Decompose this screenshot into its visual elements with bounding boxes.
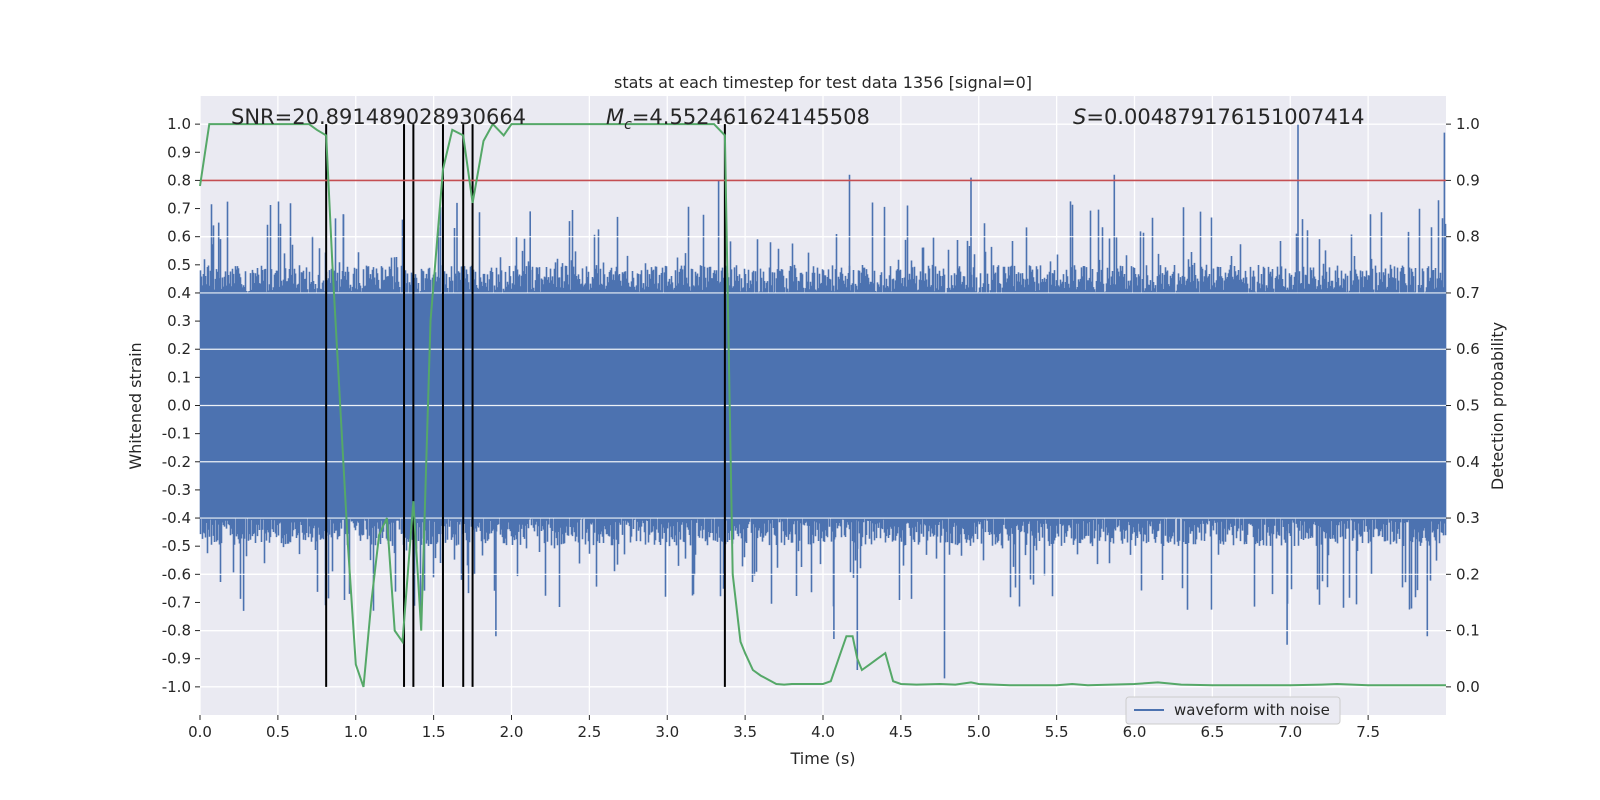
left-y-tick-label: -1.0 — [162, 678, 191, 696]
legend-box — [1125, 696, 1341, 725]
x-tick-label: 2.5 — [577, 723, 601, 741]
legend-label: waveform with noise — [1174, 701, 1330, 719]
left-y-tick-label: 0.0 — [167, 397, 191, 415]
left-y-tick-label: -0.3 — [162, 481, 191, 499]
left-y-tick-label: -0.9 — [162, 650, 191, 668]
x-tick-label: 0.5 — [266, 723, 290, 741]
x-tick-label: 5.5 — [1045, 723, 1069, 741]
x-tick-label: 6.5 — [1200, 723, 1224, 741]
x-tick-label: 4.0 — [811, 723, 835, 741]
left-y-tick-label: 0.3 — [167, 312, 191, 330]
left-y-tick-label: -0.7 — [162, 593, 191, 611]
left-y-tick-label: 0.2 — [167, 340, 191, 358]
right-y-tick-label: 0.4 — [1456, 453, 1480, 471]
chirp-mass-subscript: c — [624, 117, 632, 133]
x-tick-label: 1.5 — [422, 723, 446, 741]
left-y-tick-labels: 1.0 0.9 0.8 0.7 0.6 0.5 0.4 0.3 0.2 0.1 0.0 -0.1 -0.… — [162, 115, 200, 696]
right-y-tick-label: 0.1 — [1456, 622, 1480, 640]
x-tick-label: 3.5 — [733, 723, 757, 741]
chirp-mass-symbol: M — [606, 105, 624, 129]
s-annotation: S=0.004879176151007414 — [1073, 105, 1364, 129]
left-y-tick-label: -0.4 — [162, 509, 191, 527]
left-y-tick-label: -0.6 — [162, 565, 191, 583]
left-y-tick-label: 0.9 — [167, 143, 191, 161]
x-tick-label: 7.5 — [1356, 723, 1380, 741]
left-y-axis-label: Whitened strain — [126, 342, 145, 469]
x-tick-label: 3.0 — [655, 723, 679, 741]
chirp-mass-annotation: Mc=4.552461624145508 — [606, 105, 870, 133]
right-y-tick-label: 0.9 — [1456, 171, 1480, 189]
legend: waveform with noise — [1125, 696, 1341, 725]
x-axis-label: Time (s) — [789, 749, 855, 768]
right-y-tick-label: 0.0 — [1456, 678, 1480, 696]
x-tick-label: 6.0 — [1123, 723, 1147, 741]
x-tick-label: 0.0 — [188, 723, 212, 741]
chirp-mass-value: =4.552461624145508 — [632, 105, 870, 129]
right-y-tick-label: 0.8 — [1456, 228, 1480, 246]
left-y-tick-label: 0.4 — [167, 284, 191, 302]
right-y-tick-label: 0.6 — [1456, 340, 1480, 358]
detection-probability-line — [199, 122, 1446, 688]
x-tick-label: 5.0 — [967, 723, 991, 741]
x-tick-labels: 0.0 0.5 1.0 1.5 2.0 2.5 3.0 3.5 4.0 4.5 5.0 5.5 6.0 6… — [188, 715, 1380, 741]
left-y-tick-label: 0.6 — [167, 228, 191, 246]
vertical-markers — [325, 124, 726, 687]
waveform-bars — [199, 200, 1447, 611]
left-y-tick-label: 1.0 — [167, 115, 191, 133]
right-y-tick-label: 0.7 — [1456, 284, 1480, 302]
snr-annotation: SNR=20.891489028930664 — [231, 105, 526, 129]
left-y-tick-label: -0.5 — [162, 537, 191, 555]
x-tick-label: 1.0 — [344, 723, 368, 741]
left-y-tick-label: -0.8 — [162, 622, 191, 640]
s-symbol: S — [1073, 105, 1086, 129]
waveform-spikes — [217, 124, 1446, 679]
chart-title: stats at each timestep for test data 135… — [614, 73, 1032, 92]
right-y-tick-label: 1.0 — [1456, 115, 1480, 133]
right-y-tick-label: 0.3 — [1456, 509, 1480, 527]
left-y-tick-label: -0.2 — [162, 453, 191, 471]
left-y-tick-label: 0.5 — [167, 256, 191, 274]
right-y-axis-label: Detection probability — [1488, 322, 1507, 490]
left-y-tick-label: 0.8 — [167, 171, 191, 189]
left-y-tick-label: -0.1 — [162, 425, 191, 443]
right-y-tick-labels: 1.0 0.9 0.8 0.7 0.6 0.5 0.4 0.3 0.2 0.1 0.0 — [1446, 115, 1480, 696]
s-value: =0.004879176151007414 — [1086, 105, 1364, 129]
x-tick-label: 4.5 — [889, 723, 913, 741]
left-y-tick-label: 0.7 — [167, 200, 191, 218]
x-tick-label: 7.0 — [1278, 723, 1302, 741]
right-y-tick-label: 0.2 — [1456, 565, 1480, 583]
right-y-tick-label: 0.5 — [1456, 397, 1480, 415]
x-tick-label: 2.0 — [500, 723, 524, 741]
left-y-tick-label: 0.1 — [167, 368, 191, 386]
